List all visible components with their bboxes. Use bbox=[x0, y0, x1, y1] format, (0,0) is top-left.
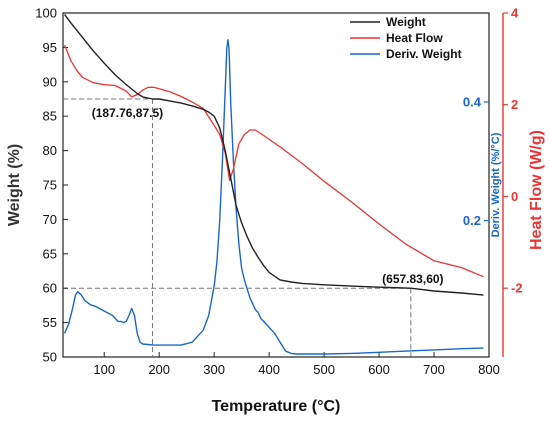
x-tick-label: 700 bbox=[423, 362, 445, 377]
annotation-label: (187.76,87.5) bbox=[92, 106, 163, 120]
y-deriv-tick-label: 0.2 bbox=[463, 213, 481, 228]
annotation-label: (657.83,60) bbox=[382, 272, 443, 286]
y-heatflow-tick-label: 4 bbox=[511, 6, 519, 21]
y-axis-deriv-title: Deriv. Weight (%/°C) bbox=[490, 132, 502, 237]
y-axis-heat-flow: -2 0 2 4 bbox=[502, 6, 523, 357]
y-axis-deriv-weight: 0.2 0.4 bbox=[463, 94, 489, 228]
y-weight-tick-label: 55 bbox=[43, 315, 57, 330]
y-weight-tick-label: 50 bbox=[43, 350, 57, 365]
y-weight-tick-label: 80 bbox=[43, 143, 57, 158]
x-tick-label: 600 bbox=[368, 362, 390, 377]
y-heatflow-tick-label: 0 bbox=[511, 189, 518, 204]
y-heatflow-tick-label: -2 bbox=[511, 281, 523, 296]
series-weight bbox=[64, 13, 484, 296]
legend-label: Deriv. Weight bbox=[386, 47, 462, 61]
y-axis-heatflow-title: Heat Flow (W/g) bbox=[528, 130, 545, 250]
y-weight-tick-label: 60 bbox=[43, 281, 57, 296]
series-deriv bbox=[63, 39, 484, 355]
x-axis-title: Temperature (°C) bbox=[212, 398, 341, 415]
guide-lines bbox=[63, 98, 412, 357]
legend-label: Weight bbox=[386, 15, 426, 29]
x-tick-label: 500 bbox=[313, 362, 335, 377]
y-weight-tick-label: 70 bbox=[43, 212, 57, 227]
y-weight-tick-label: 90 bbox=[43, 74, 57, 89]
plot-frame bbox=[62, 12, 490, 358]
y-heatflow-tick-label: 2 bbox=[511, 97, 518, 112]
x-tick-label: 400 bbox=[258, 362, 280, 377]
series-lines bbox=[63, 13, 484, 355]
x-tick-label: 100 bbox=[93, 362, 115, 377]
y-weight-tick-label: 100 bbox=[35, 6, 57, 21]
annotations: (187.76,87.5) (657.83,60) bbox=[92, 106, 444, 286]
y-deriv-tick-label: 0.4 bbox=[463, 94, 482, 109]
x-tick-label: 800 bbox=[478, 362, 500, 377]
y-weight-tick-label: 65 bbox=[43, 246, 57, 261]
y-weight-tick-label: 75 bbox=[43, 178, 57, 193]
y-axis-weight: 50 55 60 65 70 75 80 85 90 95 100 bbox=[35, 6, 68, 365]
y-axis-weight-title: Weight (%) bbox=[6, 144, 23, 226]
x-tick-label: 200 bbox=[148, 362, 170, 377]
y-weight-tick-label: 85 bbox=[43, 109, 57, 124]
legend-label: Heat Flow bbox=[386, 31, 443, 45]
x-axis: 100 200 300 400 500 600 700 800 bbox=[93, 352, 500, 377]
legend: Weight Heat Flow Deriv. Weight bbox=[350, 15, 462, 61]
y-weight-tick-label: 95 bbox=[43, 40, 57, 55]
x-tick-label: 300 bbox=[203, 362, 225, 377]
series-heat-flow bbox=[63, 44, 484, 278]
